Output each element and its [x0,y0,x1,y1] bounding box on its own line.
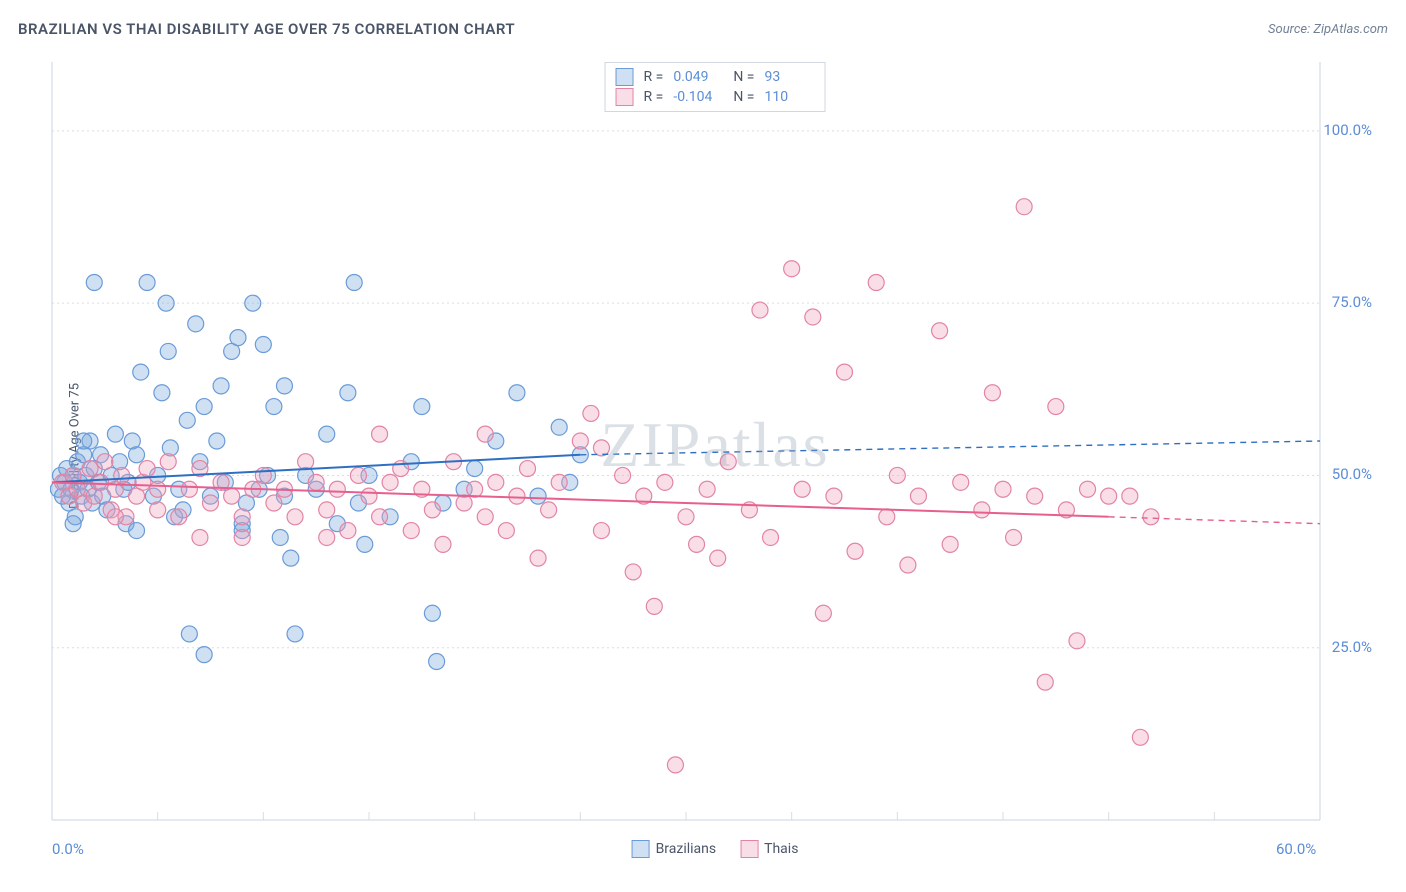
swatch-brazilians-bottom [632,840,650,858]
r-label: R = [644,89,664,105]
swatch-thais-bottom [740,840,758,858]
n-label: N = [733,89,754,105]
r-val-brazilians: 0.049 [673,69,723,85]
scatter-plot [50,60,1380,830]
y-tick-label: 50.0% [1332,465,1372,483]
source-label: Source: ZipAtlas.com [1268,22,1388,37]
legend-item-thais: Thais [740,840,798,858]
swatch-thais [616,88,634,106]
n-val-thais: 110 [764,89,814,105]
n-label: N = [733,69,754,85]
y-tick-label: 75.0% [1332,293,1372,311]
chart-title: BRAZILIAN VS THAI DISABILITY AGE OVER 75… [18,20,515,38]
y-tick-label: 25.0% [1332,638,1372,656]
n-val-brazilians: 93 [764,69,814,85]
legend-stats: R = 0.049 N = 93 R = -0.104 N = 110 [605,62,826,112]
legend-bottom: Brazilians Thais [632,840,799,858]
legend-label-thais: Thais [764,841,798,857]
r-label: R = [644,69,664,85]
header: BRAZILIAN VS THAI DISABILITY AGE OVER 75… [18,20,1388,38]
y-tick-label: 100.0% [1323,121,1372,139]
r-val-thais: -0.104 [673,89,723,105]
chart-container: BRAZILIAN VS THAI DISABILITY AGE OVER 75… [0,0,1406,892]
chart-area: ZIPatlas R = 0.049 N = 93 R = -0.104 N =… [50,60,1380,830]
x-tick-label: 0.0% [52,840,84,858]
legend-label-brazilians: Brazilians [656,841,717,857]
legend-item-brazilians: Brazilians [632,840,717,858]
swatch-brazilians [616,68,634,86]
x-tick-label: 60.0% [1276,840,1316,858]
legend-row-brazilians: R = 0.049 N = 93 [616,67,815,87]
legend-row-thais: R = -0.104 N = 110 [616,87,815,107]
